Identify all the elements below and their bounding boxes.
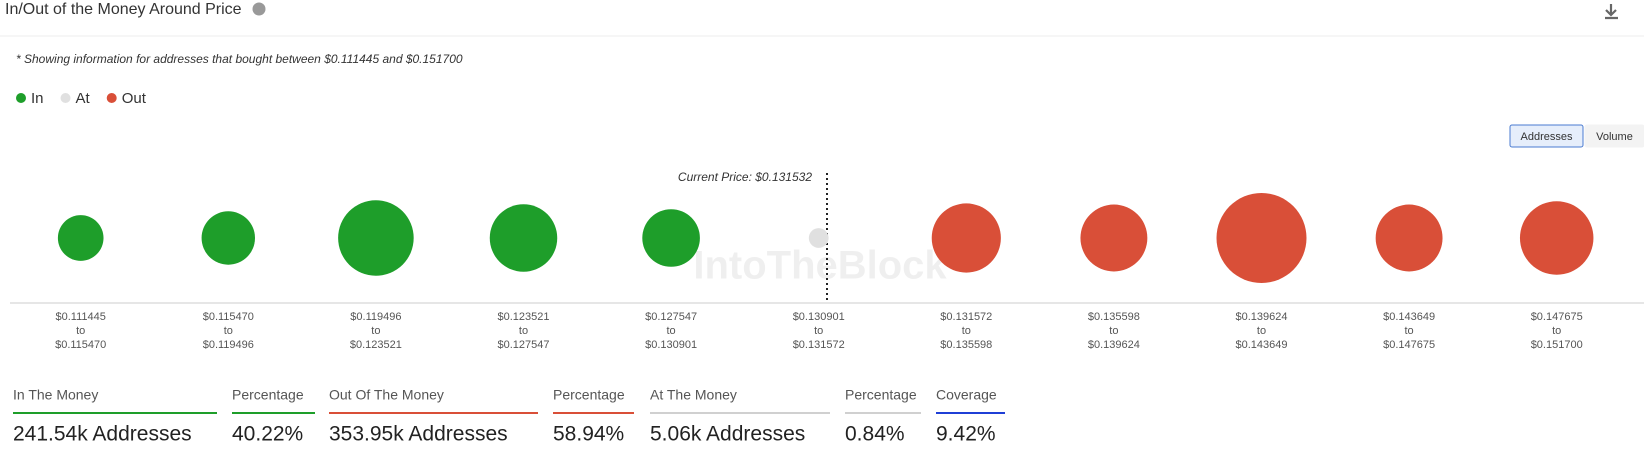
current-price-label: Current Price: $0.131532: [678, 170, 812, 184]
toggle-button[interactable]: [1584, 124, 1644, 148]
bubble: [489, 204, 558, 272]
legend-label: Out: [122, 90, 147, 107]
download-icon[interactable]: [1605, 4, 1618, 20]
range-from: $0.115470: [203, 311, 254, 323]
range-word: to: [1552, 325, 1561, 337]
range-from: $0.135598: [1088, 311, 1140, 323]
range-to: $0.127547: [498, 339, 550, 351]
summary-label: Out Of The Money: [329, 387, 444, 403]
summary-value: 40.22%: [232, 423, 303, 446]
legend-marker: [60, 93, 71, 103]
summary-value: 353.95k Addresses: [329, 423, 508, 446]
bubble: [808, 228, 829, 248]
range-from: $0.131572: [940, 311, 992, 323]
range-from: $0.139624: [1236, 311, 1288, 323]
summary-value: 241.54k Addresses: [13, 423, 192, 446]
range-word: to: [519, 325, 528, 337]
summary-label: Percentage: [845, 387, 917, 403]
legend-marker: [106, 93, 117, 103]
range-to: $0.123521: [350, 339, 402, 351]
range-from: $0.130901: [793, 311, 845, 323]
note: * Showing information for addresses that…: [16, 52, 463, 66]
range-from: $0.147675: [1531, 311, 1583, 323]
legend-label: At: [76, 90, 91, 107]
toggle-label[interactable]: Addresses: [1521, 131, 1573, 143]
title: In/Out of the Money Around Price: [5, 1, 242, 18]
range-word: to: [962, 325, 971, 337]
summary-value: 58.94%: [553, 423, 624, 446]
range-word: to: [76, 325, 85, 337]
range-word: to: [667, 325, 676, 337]
range-from: $0.127547: [645, 311, 697, 323]
bubble: [931, 203, 1001, 273]
summary-value: 0.84%: [845, 423, 905, 446]
bubble: [1080, 204, 1148, 272]
legend-marker: [16, 93, 26, 103]
range-to: $0.135598: [940, 339, 992, 351]
range-word: to: [1109, 325, 1118, 337]
summary-value: 5.06k Addresses: [650, 423, 805, 446]
range-to: $0.139624: [1088, 339, 1140, 351]
bubble: [1519, 201, 1594, 275]
range-word: to: [1405, 325, 1414, 337]
bubble: [642, 209, 700, 267]
bubble: [57, 215, 104, 261]
bubble: [201, 211, 256, 265]
range-to: $0.115470: [55, 339, 106, 351]
range-from: $0.111445: [56, 311, 106, 323]
range-word: to: [371, 325, 380, 337]
toggle-button[interactable]: [1509, 124, 1584, 148]
range-to: $0.147675: [1383, 339, 1435, 351]
range-to: $0.143649: [1236, 339, 1288, 351]
legend-label: In: [31, 90, 44, 107]
range-word: to: [814, 325, 823, 337]
bubble: [1216, 193, 1307, 283]
range-word: to: [1257, 325, 1266, 337]
summary-value: 9.42%: [936, 423, 996, 446]
summary-label: Coverage: [936, 387, 997, 403]
range-to: $0.119496: [203, 339, 254, 351]
summary-label: Percentage: [553, 387, 625, 403]
help-icon[interactable]: [252, 2, 266, 16]
range-from: $0.123521: [498, 311, 550, 323]
range-to: $0.151700: [1531, 339, 1583, 351]
range-from: $0.143649: [1383, 311, 1435, 323]
watermark: IntoTheBlock: [693, 244, 947, 288]
range-from: $0.119496: [350, 311, 401, 323]
summary-label: Percentage: [232, 387, 304, 403]
bubble: [1375, 204, 1443, 272]
toggle-label[interactable]: Volume: [1596, 131, 1633, 143]
range-word: to: [224, 325, 233, 337]
range-to: $0.131572: [793, 339, 845, 351]
range-to: $0.130901: [645, 339, 697, 351]
summary-label: In The Money: [13, 387, 98, 403]
bubble: [338, 200, 414, 276]
summary-label: At The Money: [650, 387, 737, 403]
